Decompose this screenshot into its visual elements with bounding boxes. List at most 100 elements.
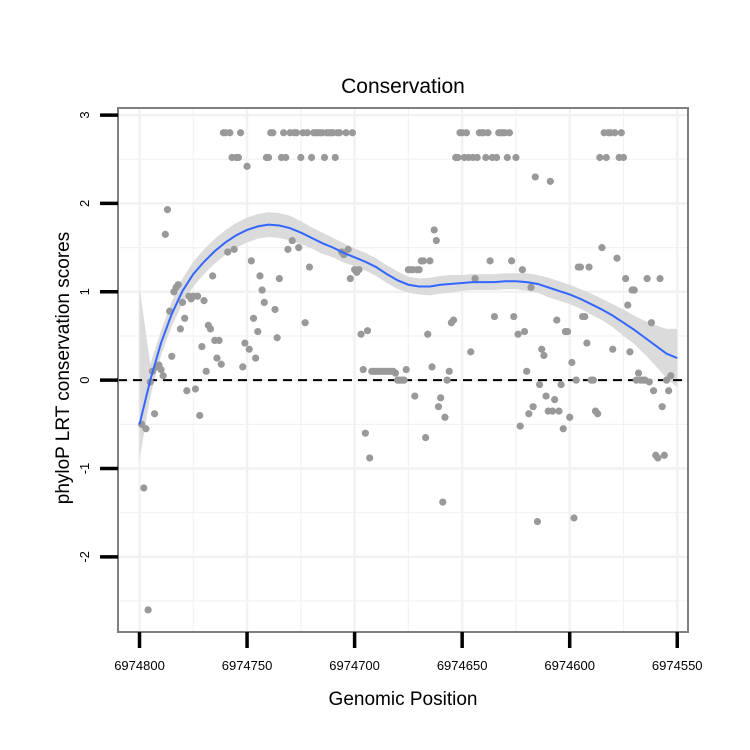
data-point [202,367,210,375]
data-point [473,153,481,162]
data-point [234,153,243,162]
data-point [297,153,305,162]
data-point [271,305,279,314]
data-point [566,413,574,421]
data-point [660,451,668,459]
data-point [548,407,557,415]
data-point [527,283,535,291]
data-point [157,365,165,374]
data-point [490,312,499,321]
data-point [258,286,266,294]
data-point [619,153,628,162]
x-tick-label: 6974550 [652,658,703,673]
data-point [331,153,339,162]
data-point [525,410,533,418]
data-point [594,410,602,418]
data-point [492,153,501,162]
y-axis: -2 -1 0 1 2 3 [77,111,118,563]
data-point [538,345,546,353]
data-point [454,153,462,162]
data-point [295,244,303,252]
data-point [237,129,245,137]
data-point [415,266,423,274]
data-point [292,129,301,137]
data-point [596,153,604,162]
data-point [243,162,251,170]
data-point [553,316,561,324]
data-point [609,345,617,353]
data-point [441,413,449,421]
data-point [514,330,522,338]
data-point [355,266,363,274]
y-tick-label: 2 [77,200,92,207]
data-point [252,354,260,362]
data-point [215,336,223,344]
chart-title: Conservation [341,75,465,98]
data-point [542,392,550,400]
data-point [411,392,419,400]
data-point [191,385,200,393]
data-point [484,129,492,137]
data-point [320,153,329,162]
data-point [346,274,354,283]
data-point [178,298,187,307]
x-axis: 6974800 6974750 6974700 6974650 6974600 69745… [114,632,703,673]
data-points-layer [138,129,675,614]
data-point [518,266,526,274]
x-tick-label: 6974700 [329,658,380,673]
data-point [510,312,518,321]
data-point [168,352,176,360]
data-point [260,298,268,307]
data-point [486,257,494,265]
y-axis-title: phyloP LRT conservation scores [53,232,74,505]
data-point [667,372,675,380]
data-point [181,314,189,322]
y-tick-label: 1 [77,288,92,295]
x-tick-label: 6974750 [222,658,273,673]
data-point [555,407,563,415]
data-point [611,129,619,137]
smoothed-fit-line [138,223,678,425]
data-point [432,236,440,245]
data-point [658,403,666,411]
data-point [482,153,490,162]
data-point [634,369,643,377]
data-point [206,325,215,333]
data-point [624,301,632,309]
data-point [430,226,438,234]
data-point [581,312,589,321]
data-point [140,484,148,492]
y-tick-label: 3 [77,111,92,118]
data-point [426,257,434,265]
data-point [303,129,311,137]
data-point [540,351,548,360]
data-point [344,245,352,253]
data-point [505,129,514,137]
data-point [269,129,277,137]
data-point [363,327,372,335]
data-point [576,263,585,271]
y-tick-label: -2 [77,551,92,563]
data-point [445,367,453,375]
data-point [531,173,539,181]
data-point [361,429,369,437]
data-point [583,339,591,347]
data-point [563,327,572,336]
data-point [400,376,408,384]
data-point [200,297,208,305]
data-point [533,517,542,526]
data-point [275,274,283,283]
data-point [572,376,580,384]
data-point [585,263,593,271]
data-point [523,367,531,375]
data-point [366,454,374,462]
data-point [602,153,610,162]
data-point [224,248,232,256]
data-point [335,129,344,137]
data-point [280,129,288,137]
data-point [570,514,578,522]
data-point [348,129,357,137]
data-point [630,286,638,294]
data-point [213,354,221,362]
